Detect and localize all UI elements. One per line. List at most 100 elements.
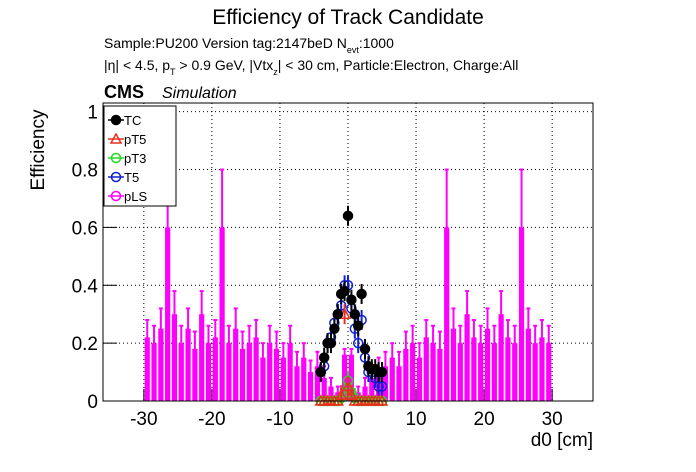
legend-label: pT3 (124, 151, 146, 166)
bar (233, 328, 239, 401)
bar (491, 343, 497, 401)
y-tick-label: 0.4 (72, 276, 99, 297)
subscript: z (273, 67, 278, 77)
bar (151, 343, 157, 401)
legend-label: T5 (124, 170, 139, 185)
bar (437, 348, 443, 401)
bar (280, 357, 286, 401)
x-tick-label: 20 (474, 409, 495, 430)
marker (349, 308, 361, 320)
bar (199, 314, 205, 401)
marker (334, 388, 348, 400)
subtitle: |η| < 4.5, pT > 0.9 GeV, |Vtxz| < 30 cm,… (104, 57, 518, 77)
bar (396, 366, 402, 401)
bar (294, 366, 300, 401)
marker (342, 210, 354, 222)
bar (423, 337, 429, 401)
bar (219, 227, 225, 401)
bar (273, 348, 280, 401)
subtitle-part: Sample:PU200 Version tag:2147beD N (104, 35, 347, 51)
marker (352, 337, 364, 349)
y-tick-label: 0.8 (72, 161, 98, 182)
bar (403, 348, 409, 401)
marker (346, 294, 357, 305)
bar (478, 343, 484, 401)
bar (546, 343, 552, 401)
bar (389, 357, 395, 401)
subtitle-part: :1000 (359, 35, 394, 51)
bar (144, 337, 150, 401)
bar (301, 357, 307, 401)
cms-label: CMS (104, 82, 144, 102)
bar (518, 227, 525, 401)
bar (226, 343, 232, 401)
marker (315, 366, 327, 378)
bar (158, 328, 164, 401)
y-axis-label: Efficiency (28, 109, 49, 190)
legend-label: pT5 (124, 132, 146, 147)
marker (352, 320, 364, 332)
chart-title: Efficiency of Track Candidate (212, 6, 484, 29)
bar (239, 348, 246, 401)
bar (464, 314, 470, 401)
marker (318, 352, 330, 363)
bar (539, 337, 545, 401)
marker (356, 288, 367, 300)
bar (450, 328, 457, 401)
bar (512, 343, 518, 401)
legend-marker (110, 171, 122, 183)
subtitle: Sample:PU200 Version tag:2147beD Nevt:10… (104, 35, 394, 55)
legend-marker (109, 132, 123, 144)
bar (307, 372, 314, 401)
x-tick-label: 10 (405, 409, 426, 430)
bar (171, 314, 178, 401)
bar (165, 227, 171, 401)
bar (314, 366, 320, 401)
x-tick-label: 30 (542, 409, 563, 430)
legend-marker (110, 190, 122, 202)
bar (287, 343, 293, 401)
y-tick-label: 0.6 (72, 218, 98, 239)
marker (345, 388, 358, 400)
legend-label: pLS (124, 189, 147, 204)
x-axis-label: d0 [cm] (531, 430, 593, 451)
plot-frame (102, 102, 594, 402)
bar (205, 343, 212, 401)
subtitle-part: |η| < 4.5, p (104, 57, 170, 73)
marker (376, 366, 388, 378)
bar (525, 328, 531, 401)
bar (444, 227, 450, 401)
y-tick-label: 0 (87, 392, 98, 413)
bar (192, 348, 198, 401)
marker (332, 308, 344, 320)
y-tick-label: 1 (87, 103, 98, 124)
bar (471, 337, 477, 401)
bar (178, 343, 184, 401)
bar (532, 343, 538, 401)
bar (212, 337, 218, 401)
bar (457, 343, 463, 401)
x-tick-label: -10 (266, 409, 293, 430)
y-tick-label: 0.2 (72, 334, 98, 355)
bar (260, 357, 266, 401)
marker (359, 343, 371, 355)
bar (246, 343, 252, 401)
subscript: evt (347, 45, 360, 55)
bar (416, 357, 423, 401)
bar (253, 337, 259, 401)
bar (498, 314, 504, 401)
x-tick-label: -20 (198, 409, 225, 430)
bar (484, 328, 491, 401)
marker (325, 337, 337, 349)
legend-label: TC (124, 113, 141, 128)
legend-marker (110, 152, 122, 164)
bar (430, 343, 436, 401)
subtitle-part: > 0.9 GeV, |Vtx (176, 57, 274, 73)
marker (329, 323, 340, 334)
legend-marker (110, 114, 122, 126)
bar (410, 343, 416, 401)
subtitle-part: | < 30 cm, Particle:Electron, Charge:All (278, 57, 519, 73)
bar (185, 328, 191, 401)
x-tick-label: 0 (343, 409, 354, 430)
